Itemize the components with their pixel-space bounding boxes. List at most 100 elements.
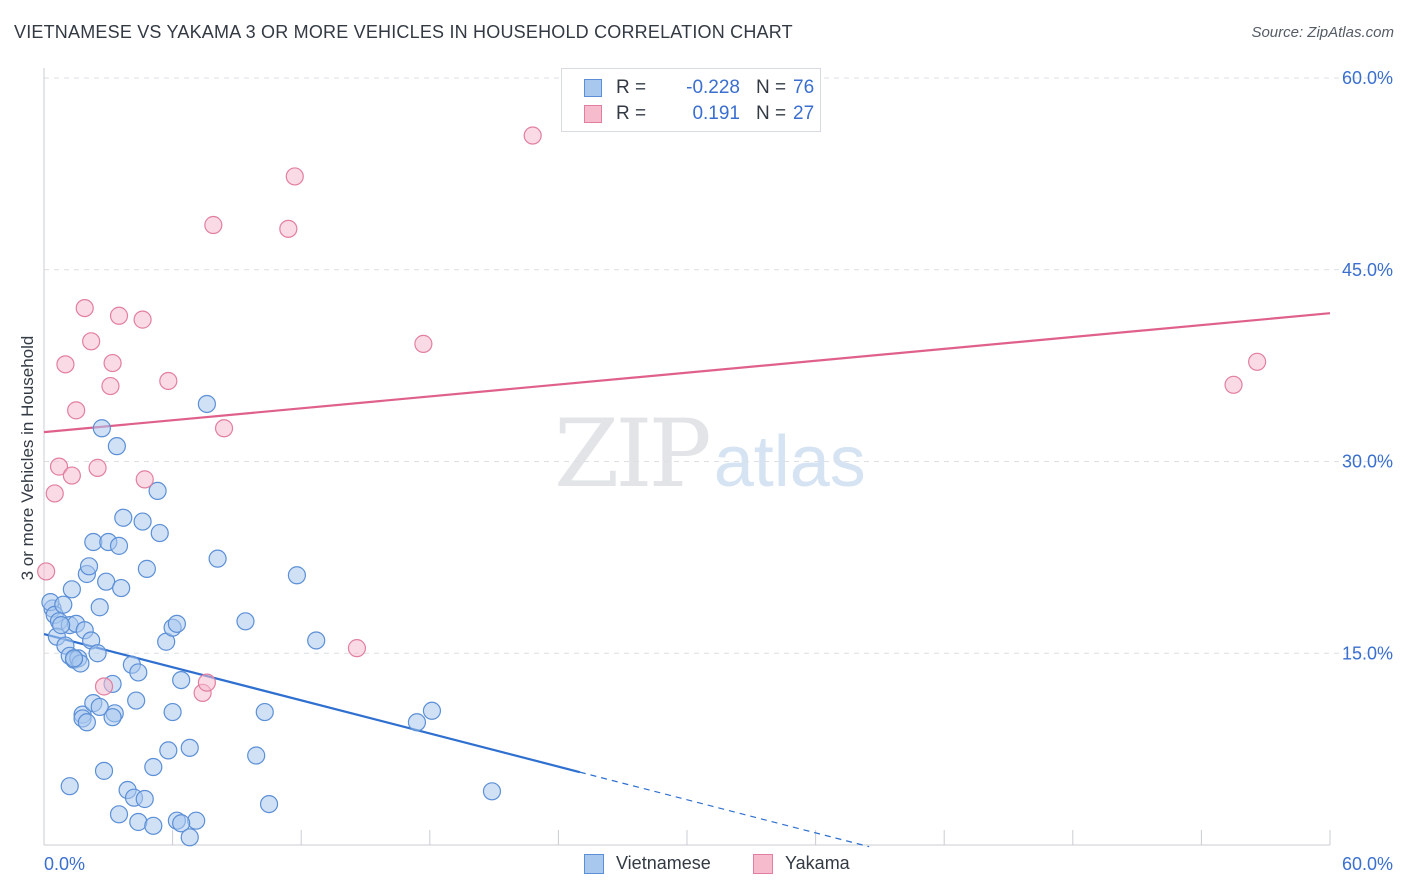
vietnamese-point <box>144 757 163 777</box>
vietnamese-point <box>247 746 266 765</box>
vietnamese-point <box>77 713 96 732</box>
yakama-point <box>75 299 94 318</box>
yakama-point <box>197 673 216 692</box>
vietnamese-point <box>112 578 131 598</box>
x-tick-label: 60.0% <box>1342 854 1393 874</box>
vietnamese-point <box>103 708 122 727</box>
vietnamese-point <box>94 761 114 780</box>
r-label: R = <box>616 77 647 98</box>
yakama-point <box>135 470 154 489</box>
tick-label-layer: 15.0% 30.0% 45.0% 60.0% 0.0% 60.0% <box>44 68 1393 874</box>
chart-title: VIETNAMESE VS YAKAMA 3 OR MORE VEHICLES … <box>14 22 793 42</box>
vietnamese-point <box>180 828 199 847</box>
vietnamese-point <box>255 702 274 722</box>
n-label: N = <box>756 103 787 124</box>
yakama-point <box>414 334 433 353</box>
yakama-point <box>49 457 69 476</box>
legend-label-yakama: Yakama <box>785 853 850 873</box>
yakama-point <box>133 310 152 329</box>
vietnamese-point <box>150 523 169 543</box>
y-tick-label: 15.0% <box>1342 643 1393 663</box>
vietnamese-point <box>137 559 156 578</box>
y-tick-label: 30.0% <box>1342 452 1393 472</box>
yakama-point <box>214 419 234 438</box>
yakama-point <box>347 639 367 658</box>
y-tick-label: 60.0% <box>1342 68 1393 88</box>
y-tick-label: 45.0% <box>1342 260 1393 280</box>
vietnamese-point <box>259 794 279 814</box>
vietnamese-point <box>144 816 163 835</box>
yakama-point <box>88 458 107 477</box>
vietnamese-point <box>90 598 109 617</box>
vietnamese-point <box>236 612 255 631</box>
yakama-point <box>62 466 81 485</box>
vietnamese-point <box>180 738 199 757</box>
yakama-point <box>103 353 122 373</box>
vietnamese-point <box>197 394 216 414</box>
yakama-point <box>523 126 542 145</box>
vietnamese-point <box>52 616 71 635</box>
n-label: N = <box>756 77 787 98</box>
vietnamese-point <box>172 670 191 690</box>
yakama-point <box>94 677 114 696</box>
vietnamese-point <box>109 536 129 555</box>
vietnamese-point <box>482 782 502 801</box>
vietnamese-point <box>172 814 191 833</box>
grid-layer <box>44 77 1392 654</box>
r-label: R = <box>616 103 647 124</box>
yakama-point <box>56 355 75 374</box>
vietnamese-point <box>88 644 107 663</box>
y-axis-label: 3 or more Vehicles in Household <box>18 335 37 581</box>
vietnamese-point <box>422 701 442 720</box>
correlation-stats-box: R = -0.228 N = 76 R = 0.191 N = 27 <box>561 68 821 132</box>
yakama-point <box>159 371 178 391</box>
vietnamese-trend-line <box>43 633 581 774</box>
vietnamese-point <box>64 649 84 668</box>
yakama-swatch <box>584 105 602 123</box>
vietnamese-swatch <box>584 79 602 97</box>
legend-swatch-yakama <box>753 854 773 874</box>
vietnamese-point <box>90 697 109 717</box>
vietnamese-trend-extension <box>579 771 870 848</box>
vietnamese-point <box>79 557 99 576</box>
vietnamese-point <box>159 741 178 760</box>
point-layer <box>37 126 1267 847</box>
vietnamese-point <box>54 595 73 614</box>
vietnamese-point <box>167 614 186 633</box>
yakama-point <box>45 484 64 503</box>
vietnamese-point <box>92 419 111 438</box>
vietnamese-point <box>135 789 154 809</box>
x-tick-label: 0.0% <box>44 854 85 874</box>
yakama-point <box>204 215 223 235</box>
yakama-point <box>1248 352 1267 371</box>
yakama-point <box>1224 375 1243 394</box>
yakama-point <box>82 332 101 351</box>
n-value-yakama: 27 <box>793 103 815 124</box>
yakama-trend-line <box>43 312 1331 434</box>
source-credit: Source: ZipAtlas.com <box>1251 24 1394 41</box>
vietnamese-point <box>133 512 152 531</box>
vietnamese-point <box>129 663 148 682</box>
vietnamese-point <box>287 566 307 585</box>
r-value-yakama: 0.191 <box>692 103 740 124</box>
n-value-vietnamese: 76 <box>793 77 815 98</box>
vietnamese-point <box>187 811 206 830</box>
yakama-point <box>109 306 129 325</box>
legend-label-vietnamese: Vietnamese <box>616 853 711 873</box>
r-value-vietnamese: -0.228 <box>686 77 740 98</box>
vietnamese-point <box>307 631 326 650</box>
yakama-point <box>101 376 120 396</box>
vietnamese-point <box>407 713 427 732</box>
vietnamese-point <box>114 508 133 527</box>
vietnamese-point <box>148 481 167 501</box>
vietnamese-point <box>208 549 227 568</box>
axis-layer <box>43 68 1331 846</box>
vietnamese-point <box>62 580 81 599</box>
vietnamese-point <box>107 437 126 456</box>
yakama-point <box>285 167 304 186</box>
legend-swatch-vietnamese <box>584 854 604 874</box>
vietnamese-point <box>129 812 148 832</box>
vietnamese-point <box>127 691 146 710</box>
trend-layer <box>43 312 1331 848</box>
